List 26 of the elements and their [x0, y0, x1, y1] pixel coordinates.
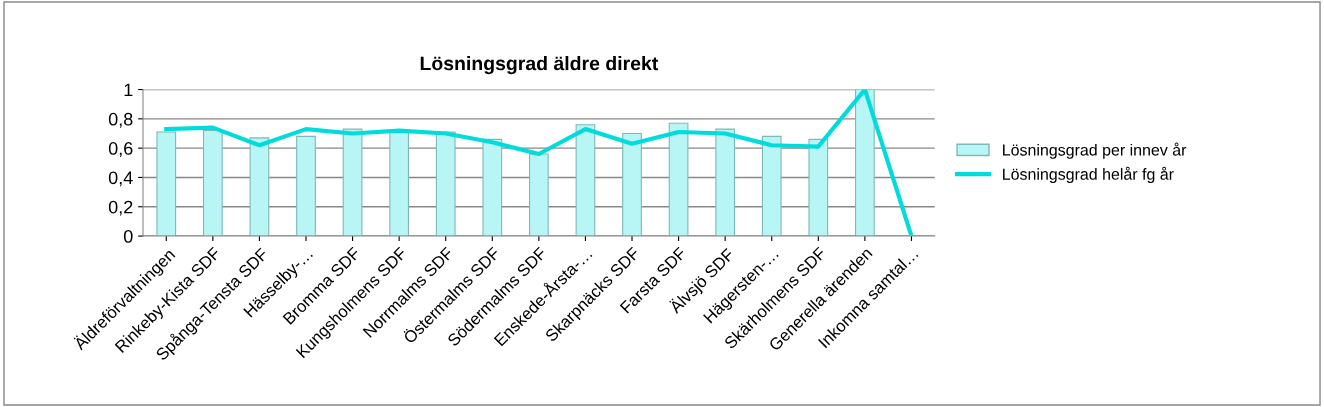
bar	[855, 89, 875, 237]
y-tick-label: 0,4	[108, 171, 133, 187]
y-tick-label: 0,6	[108, 142, 133, 157]
bar	[575, 124, 596, 237]
bar	[668, 122, 689, 237]
bar	[156, 131, 177, 237]
bar	[389, 130, 410, 237]
bar	[528, 153, 549, 237]
y-tick-label: 1	[124, 83, 133, 97]
line-series	[164, 89, 914, 237]
bar	[622, 132, 642, 237]
y-tick-label: 0,2	[108, 200, 133, 216]
bar	[761, 135, 782, 237]
y-tick-label: 0,8	[108, 112, 133, 128]
bar	[808, 138, 829, 237]
bar	[715, 128, 736, 237]
bar	[435, 131, 456, 237]
bar	[249, 137, 270, 237]
bar	[296, 135, 316, 237]
chart-title: Lösningsgrad äldre direkt	[420, 56, 659, 75]
legend-label: Lösningsgrad per innev år	[1003, 142, 1187, 159]
bar	[482, 138, 503, 237]
bar	[342, 128, 363, 237]
y-tick-label: 0	[123, 229, 133, 243]
legend-label: Lösningsgrad helår fg år	[1003, 166, 1174, 183]
bar	[202, 130, 223, 237]
